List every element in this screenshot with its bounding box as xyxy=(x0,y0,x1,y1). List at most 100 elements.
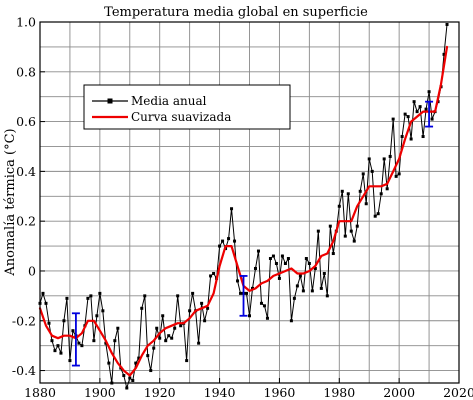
axis-ticks: 1880 1900 1920 1940 1960 1980 2000 2020 -0.4 -0.2… xyxy=(12,15,473,400)
data-point-annual-mean xyxy=(95,314,99,318)
data-point-annual-mean xyxy=(188,309,192,313)
data-point-annual-mean xyxy=(391,117,395,121)
data-point-annual-mean xyxy=(161,314,165,318)
data-point-annual-mean xyxy=(340,189,344,193)
data-point-annual-mean xyxy=(230,207,234,211)
data-point-annual-mean xyxy=(101,309,105,313)
data-point-annual-mean xyxy=(125,386,129,390)
legend-box xyxy=(83,84,291,130)
legend: Media anual Curva suavizada xyxy=(83,84,291,130)
data-point-annual-mean xyxy=(292,296,296,300)
data-point-annual-mean xyxy=(137,356,141,360)
data-point-annual-mean xyxy=(116,326,120,330)
x-tick-label: 1880 xyxy=(24,385,56,400)
y-tick-label: -0.4 xyxy=(12,363,36,378)
data-point-annual-mean xyxy=(41,291,45,295)
data-point-annual-mean xyxy=(256,249,260,253)
grid-lines xyxy=(40,22,459,383)
y-axis-title: Anomalía térmica (°C) xyxy=(3,128,18,276)
data-point-annual-mean xyxy=(310,289,314,293)
data-point-annual-mean xyxy=(80,344,84,348)
data-point-annual-mean xyxy=(221,239,225,243)
data-point-annual-mean xyxy=(301,289,305,293)
data-point-annual-mean xyxy=(427,90,431,94)
data-point-annual-mean xyxy=(239,291,243,295)
data-point-annual-mean xyxy=(152,346,156,350)
legend-annual-marker xyxy=(107,98,113,104)
data-point-annual-mean xyxy=(403,112,407,116)
data-point-annual-mean xyxy=(170,336,174,340)
y-tick-label: 0.4 xyxy=(16,164,36,179)
data-point-annual-mean xyxy=(89,294,93,298)
data-point-annual-mean xyxy=(400,135,404,139)
data-point-annual-mean xyxy=(325,294,329,298)
data-point-annual-mean xyxy=(65,296,69,300)
data-point-annual-mean xyxy=(364,202,368,206)
x-tick-label: 1940 xyxy=(204,385,236,400)
data-point-annual-mean xyxy=(328,224,332,228)
y-tick-label: 1.0 xyxy=(16,15,36,30)
data-point-annual-mean xyxy=(424,107,428,111)
data-point-annual-mean xyxy=(253,266,257,270)
data-point-annual-mean xyxy=(250,286,254,290)
data-point-annual-mean xyxy=(86,296,90,300)
data-point-annual-mean xyxy=(158,336,162,340)
data-point-annual-mean xyxy=(167,334,171,338)
y-tick-label: 0.8 xyxy=(16,64,36,79)
data-point-annual-mean xyxy=(227,237,231,241)
data-point-annual-mean xyxy=(44,301,48,305)
data-point-annual-mean xyxy=(442,52,446,56)
data-point-annual-mean xyxy=(394,174,398,178)
data-point-annual-mean xyxy=(286,257,290,261)
data-point-annual-mean xyxy=(319,286,323,290)
data-point-annual-mean xyxy=(415,110,419,114)
data-point-annual-mean xyxy=(134,361,138,365)
data-point-annual-mean xyxy=(56,344,60,348)
data-point-annual-mean xyxy=(289,319,293,323)
data-point-annual-mean xyxy=(382,157,386,161)
data-point-annual-mean xyxy=(316,229,320,233)
data-point-annual-mean xyxy=(59,351,63,355)
data-point-annual-mean xyxy=(203,319,207,323)
data-point-annual-mean xyxy=(164,339,168,343)
y-tick-label: 0.6 xyxy=(16,114,36,129)
y-tick-label: 0.2 xyxy=(16,214,36,229)
data-point-annual-mean xyxy=(179,324,183,328)
data-point-annual-mean xyxy=(358,189,362,193)
data-point-annual-mean xyxy=(265,316,269,320)
data-point-annual-mean xyxy=(271,254,275,258)
data-point-annual-mean xyxy=(367,157,371,161)
data-point-annual-mean xyxy=(200,301,204,305)
data-point-annual-mean xyxy=(385,187,389,191)
data-point-annual-mean xyxy=(212,271,216,275)
data-point-annual-mean xyxy=(370,169,374,173)
data-point-annual-mean xyxy=(176,294,180,298)
data-point-annual-mean xyxy=(304,257,308,261)
data-point-annual-mean xyxy=(259,301,263,305)
data-point-annual-mean xyxy=(131,379,135,383)
data-point-annual-mean xyxy=(409,137,413,141)
x-tick-label: 1960 xyxy=(264,385,296,400)
data-point-annual-mean xyxy=(92,339,96,343)
data-point-annual-mean xyxy=(373,214,377,218)
data-point-annual-mean xyxy=(191,291,195,295)
data-point-annual-mean xyxy=(388,154,392,158)
data-point-annual-mean xyxy=(143,294,147,298)
data-point-annual-mean xyxy=(361,172,365,176)
data-point-annual-mean xyxy=(280,254,284,258)
data-point-annual-mean xyxy=(418,105,422,109)
data-point-annual-mean xyxy=(337,204,341,208)
data-point-annual-mean xyxy=(245,291,249,295)
x-tick-label: 2020 xyxy=(443,385,473,400)
data-point-annual-mean xyxy=(50,339,54,343)
data-point-annual-mean xyxy=(322,271,326,275)
plot-frame xyxy=(39,21,460,384)
data-point-annual-mean xyxy=(283,261,287,265)
data-point-annual-mean xyxy=(346,192,350,196)
data-point-annual-mean xyxy=(406,115,410,119)
x-tick-label: 1920 xyxy=(144,385,176,400)
data-point-annual-mean xyxy=(47,321,51,325)
data-point-annual-mean xyxy=(155,326,159,330)
data-point-annual-mean xyxy=(206,306,210,310)
